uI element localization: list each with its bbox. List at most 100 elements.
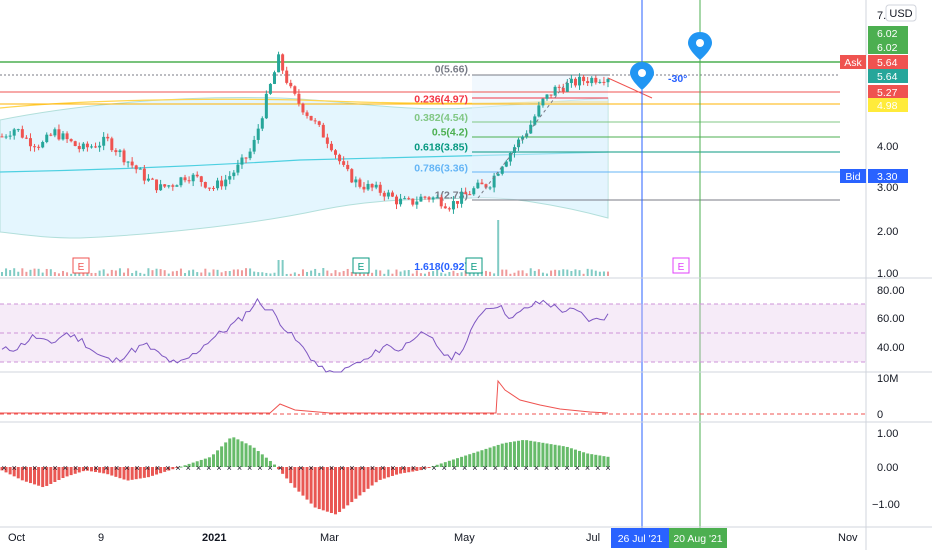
candle	[118, 149, 122, 158]
volume-bar	[25, 271, 28, 276]
volume-bar	[460, 272, 463, 276]
volume-bar	[444, 273, 447, 276]
location-pin-icon[interactable]	[688, 32, 712, 60]
candle	[533, 114, 537, 126]
currency-badge[interactable]: USD	[885, 4, 917, 22]
osc-tick: −1.00	[872, 499, 900, 511]
osc-bar	[399, 467, 403, 474]
candle	[69, 138, 73, 143]
volume-bar	[395, 269, 398, 276]
trend-angle-line[interactable]	[607, 77, 653, 99]
candle	[496, 172, 500, 177]
osc-cross-marker: ×	[175, 463, 180, 473]
osc-bar	[183, 465, 187, 467]
osc-bar	[297, 467, 301, 492]
svg-text:Bid: Bid	[845, 171, 860, 183]
volume-bar	[281, 260, 284, 276]
candle	[232, 170, 236, 180]
osc-bar	[419, 467, 423, 471]
osc-bar	[338, 467, 342, 512]
candle	[423, 195, 427, 200]
candle	[468, 190, 472, 196]
candle	[98, 141, 102, 152]
price-tag[interactable]: Bid 3.30	[840, 169, 908, 183]
osc-cross-marker: ×	[513, 463, 518, 473]
candle	[134, 164, 138, 174]
osc-bar	[175, 467, 179, 468]
price-tag[interactable]: 5.64	[868, 69, 908, 83]
volume-bar	[383, 273, 386, 276]
fib-trend-line[interactable]	[477, 77, 571, 199]
osc-bar	[89, 467, 93, 472]
trend-angle-label: -30°	[668, 73, 687, 85]
price-tag[interactable]: Ask 5.64	[840, 55, 908, 69]
time-label: 2021	[202, 532, 226, 544]
osc-bar	[155, 467, 159, 475]
price-tag[interactable]: 5.27	[868, 85, 908, 99]
candle	[313, 118, 317, 125]
earnings-marker[interactable]: E	[352, 257, 370, 274]
osc-bar	[407, 467, 411, 473]
osc-cross-marker: ×	[145, 463, 150, 473]
osc-cross-marker: ×	[247, 463, 252, 473]
osc-cross-marker: ×	[452, 463, 457, 473]
candle	[244, 157, 248, 164]
osc-bar	[293, 467, 297, 488]
candle	[175, 184, 179, 187]
osc-bar	[272, 464, 276, 467]
volume-bar	[350, 272, 353, 276]
time-highlight-blue[interactable]: 26 Jul '21	[611, 528, 669, 548]
price-tag[interactable]: 4.98	[868, 98, 908, 112]
osc-bar	[264, 457, 268, 467]
location-pin-icon[interactable]	[630, 62, 654, 90]
osc-bar	[232, 437, 236, 467]
osc-bar	[159, 467, 163, 474]
time-label: May	[454, 532, 475, 544]
osc-cross-marker: ×	[308, 463, 313, 473]
candle	[61, 130, 65, 141]
osc-bar	[411, 467, 415, 472]
svg-text:E: E	[678, 262, 685, 273]
volume-bar	[147, 268, 150, 276]
earnings-marker[interactable]: E	[465, 257, 483, 274]
volume-bar	[269, 273, 272, 276]
volume-bar	[346, 268, 349, 276]
candle	[81, 141, 85, 152]
volume-bar	[558, 270, 561, 276]
candle	[57, 124, 61, 141]
time-highlight-green[interactable]: 20 Aug '21	[669, 528, 727, 548]
osc-cross-marker: ×	[462, 463, 467, 473]
osc-cross-marker: ×	[339, 463, 344, 473]
candle	[549, 94, 553, 98]
candle	[277, 51, 281, 73]
candle	[207, 187, 211, 192]
price-tag[interactable]: 6.02	[868, 26, 908, 40]
price-tag[interactable]: 6.02	[868, 40, 908, 54]
volume-bar	[310, 270, 313, 276]
osc-bar	[460, 456, 464, 467]
osc-cross-marker: ×	[94, 463, 99, 473]
osc-bar	[252, 447, 256, 467]
candle	[582, 74, 586, 86]
volume-bar	[342, 270, 345, 276]
earnings-marker[interactable]: E	[672, 257, 690, 274]
earnings-marker[interactable]: E	[72, 257, 90, 274]
volume-bar	[391, 273, 394, 276]
osc-bar	[586, 453, 590, 467]
candle	[305, 110, 309, 119]
candle	[167, 184, 171, 189]
candle	[110, 136, 114, 152]
candle	[399, 193, 403, 207]
volume-bar	[167, 273, 170, 276]
osc-cross-marker: ×	[349, 463, 354, 473]
volume-bar	[188, 270, 191, 276]
candle	[411, 198, 415, 207]
volume-bar	[110, 269, 113, 276]
volume-bar	[362, 273, 365, 276]
osc-bar	[138, 467, 142, 479]
osc-cross-marker: ×	[22, 463, 27, 473]
volume-bar	[399, 271, 402, 276]
candle	[431, 196, 435, 203]
candle	[386, 189, 390, 200]
